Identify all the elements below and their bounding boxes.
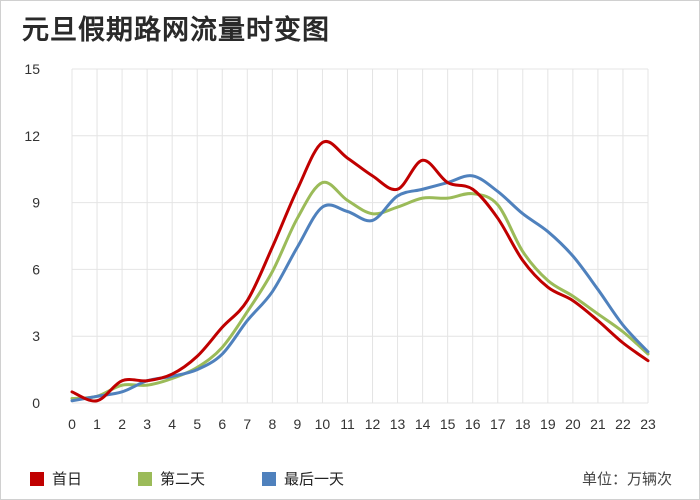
x-tick-label: 11 [340,416,355,432]
series-lines [70,139,650,403]
legend-item-series-3: 最后一天 [262,468,344,489]
y-tick-label: 12 [24,128,40,144]
y-tick-label: 0 [32,395,40,411]
x-tick-label: 10 [315,416,331,432]
x-tick-label: 23 [640,416,656,432]
x-tick-label: 15 [440,416,456,432]
x-tick-label: 5 [193,416,201,432]
series-line-3 [70,174,650,403]
legend-swatch [30,471,44,486]
y-tick-label: 15 [24,61,40,77]
series-line-1 [70,139,650,403]
legend-label: 最后一天 [284,470,345,488]
y-tick-label: 6 [32,261,40,277]
chart-title: 元旦假期路网流量时变图 [22,15,330,46]
legend-item-series-1: 首日 [30,468,82,489]
legend-label: 首日 [52,470,83,488]
x-tick-label: 17 [490,416,506,432]
x-tick-label: 4 [168,416,176,432]
y-tick-label: 3 [32,328,40,344]
x-tick-label: 22 [615,416,631,432]
legend: 首日 第二天 最后一天 单位：万辆次 [0,462,700,498]
x-tick-label: 7 [243,416,251,432]
y-tick-label: 9 [32,195,40,211]
x-tick-label: 13 [390,416,406,432]
x-tick-label: 12 [365,416,381,432]
x-tick-label: 8 [268,416,276,432]
gridlines [71,68,649,404]
x-tick-label: 20 [565,416,581,432]
x-tick-label: 16 [465,416,481,432]
x-tick-label: 2 [118,416,126,432]
legend-label: 第二天 [160,470,206,488]
legend-item-series-2: 第二天 [138,468,205,489]
x-tick-label: 0 [68,416,76,432]
x-tick-label: 6 [218,416,226,432]
x-tick-label: 14 [415,416,431,432]
x-tick-label: 18 [515,416,531,432]
x-tick-label: 1 [93,416,101,432]
legend-swatch [262,471,276,486]
legend-swatch [138,471,152,486]
x-tick-label: 21 [590,416,606,432]
series-line-2 [70,180,650,401]
x-tick-label: 3 [143,416,151,432]
unit-label: 单位：万辆次 [581,470,672,488]
x-tick-label: 9 [293,416,301,432]
x-tick-label: 19 [540,416,556,432]
